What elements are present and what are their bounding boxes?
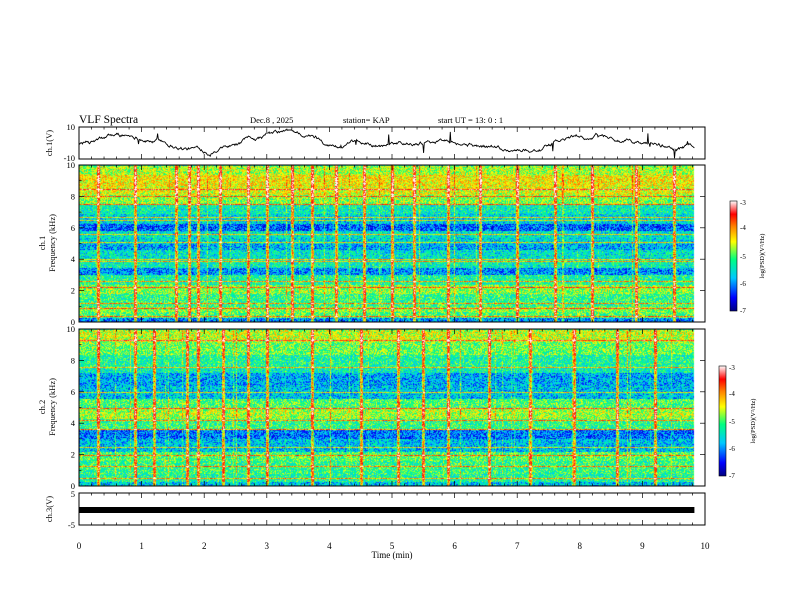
ch2-freq-tick-label-4: 4 xyxy=(71,418,76,428)
ch2-colorbar-scale xyxy=(718,365,727,477)
ch1-colorbar-tick-minus3: -3 xyxy=(740,199,746,207)
time-tick-1: 1 xyxy=(139,541,144,551)
ch1-freq-tick-label-4: 4 xyxy=(71,254,76,264)
ch2-colorbar-tick-minus5: -5 xyxy=(729,418,735,426)
time-tick-3: 3 xyxy=(265,541,270,551)
time-tick-4: 4 xyxy=(327,541,332,551)
figure-title: VLF Spectra xyxy=(79,114,138,126)
ch2-spectrogram-xticks xyxy=(78,329,706,486)
time-tick-6: 6 xyxy=(452,541,457,551)
ch1-freq-tick-label-0: 0 xyxy=(71,317,75,327)
ch2-frequency-axis-label: Frequency (kHz) xyxy=(47,378,57,436)
ch1-spectrogram-image xyxy=(79,165,705,322)
ch3-voltage-trace xyxy=(79,507,695,513)
ch2-freq-tick-label-10: 10 xyxy=(67,324,76,334)
ch1-ytick-bottom: -10 xyxy=(64,153,75,163)
ch1-spectrogram-panel: 0 2 4 6 8 10 ch.1 Frequency (kHz) xyxy=(37,160,706,327)
time-tick-10: 10 xyxy=(701,541,711,551)
ch1-spectrogram-channel-label: ch.1 xyxy=(37,236,47,250)
header-date: Dec.8 , 2025 xyxy=(250,115,293,125)
ch2-freq-tick-label-0: 0 xyxy=(71,481,75,491)
ch2-spectrogram-panel: 0 2 4 6 8 10 ch.2 Frequency (kHz) xyxy=(37,324,706,491)
ch1-freq-tick-label-6: 6 xyxy=(71,223,75,233)
ch3-ytick-bottom: -5 xyxy=(68,520,75,530)
ch1-colorbar-label: log(PSD)(V²/Hz) xyxy=(759,234,766,279)
ch2-colorbar-label: log(PSD)(V²/Hz) xyxy=(750,399,757,444)
ch1-xticks xyxy=(78,127,706,159)
ch3-ylabel: ch.3(V) xyxy=(44,496,54,522)
ch2-colorbar-tick-minus6: -6 xyxy=(729,445,735,453)
ch1-spectrogram-xticks xyxy=(78,165,706,322)
ch2-colorbar-tick-minus3: -3 xyxy=(729,364,735,372)
header-station: station= KAP xyxy=(343,115,390,125)
ch1-panel: 10 -10 ch.1(V) xyxy=(44,122,706,163)
ch1-colorbar-scale xyxy=(729,200,738,312)
ch1-colorbar: -3 -4 -5 -6 -7 log(PSD)(V²/Hz) xyxy=(729,199,766,315)
time-tick-7: 7 xyxy=(515,541,520,551)
ch1-ytick-top: 10 xyxy=(67,122,76,132)
ch2-freq-tick-label-6: 6 xyxy=(71,387,75,397)
ch3-xticks xyxy=(78,493,706,525)
ch2-spectrogram-image xyxy=(79,329,705,486)
ch1-freq-tick-label-10: 10 xyxy=(67,160,76,170)
ch2-colorbar: -3 -4 -5 -6 -7 log(PSD)(V²/Hz) xyxy=(718,364,757,480)
ch1-colorbar-tick-minus4: -4 xyxy=(740,224,746,232)
header-start-time: start UT = 13: 0 : 1 xyxy=(438,115,503,125)
ch1-ylabel: ch.1(V) xyxy=(44,130,54,156)
ch1-freq-tick-label-8: 8 xyxy=(71,191,75,201)
time-tick-2: 2 xyxy=(202,541,207,551)
ch3-ytick-top: 5 xyxy=(71,489,75,499)
time-tick-0: 0 xyxy=(77,541,82,551)
ch1-frequency-axis-label: Frequency (kHz) xyxy=(47,214,57,272)
time-tick-9: 9 xyxy=(640,541,645,551)
ch1-colorbar-tick-minus5: -5 xyxy=(740,253,746,261)
ch2-spectrogram-channel-label: ch.2 xyxy=(37,400,47,414)
ch1-panel-bg xyxy=(79,127,705,159)
ch1-voltage-trace xyxy=(78,128,695,159)
ch2-freq-ticks: 0 2 4 6 8 10 xyxy=(67,324,705,491)
ch2-freq-tick-label-8: 8 xyxy=(71,355,75,365)
ch2-freq-tick-label-2: 2 xyxy=(71,450,75,460)
ch1-colorbar-tick-minus6: -6 xyxy=(740,280,746,288)
ch2-colorbar-tick-minus4: -4 xyxy=(729,390,735,398)
time-tick-8: 8 xyxy=(578,541,583,551)
time-tick-5: 5 xyxy=(390,541,395,551)
time-axis: 0 1 2 3 4 5 6 7 8 9 10 Time (min) xyxy=(77,541,710,560)
ch3-panel: 5 -5 ch.3(V) xyxy=(44,489,706,530)
ch1-colorbar-tick-minus7: -7 xyxy=(740,307,746,315)
ch2-colorbar-tick-minus7: -7 xyxy=(729,472,735,480)
time-axis-label: Time (min) xyxy=(372,550,413,560)
ch1-freq-ticks: 0 2 4 6 8 10 xyxy=(67,160,705,327)
ch1-freq-tick-label-2: 2 xyxy=(71,286,75,296)
